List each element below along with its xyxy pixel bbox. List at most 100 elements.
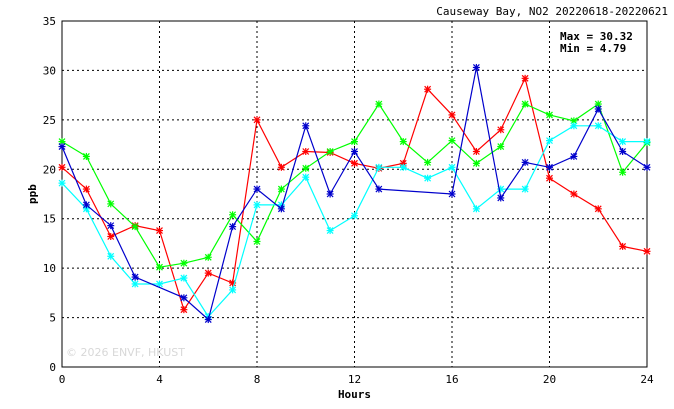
data-point bbox=[107, 252, 115, 260]
data-point bbox=[229, 286, 237, 294]
data-point bbox=[82, 185, 90, 193]
series-line bbox=[61, 67, 648, 321]
y-tick-label: 0 bbox=[49, 361, 56, 374]
data-point bbox=[546, 174, 553, 182]
data-point bbox=[326, 190, 334, 198]
series-group bbox=[58, 63, 651, 324]
data-point bbox=[521, 185, 529, 193]
data-point bbox=[497, 194, 505, 202]
data-point bbox=[570, 190, 578, 198]
data-point bbox=[277, 163, 285, 171]
x-tick-label: 4 bbox=[156, 373, 163, 386]
data-point bbox=[204, 316, 212, 324]
data-point bbox=[253, 185, 261, 193]
data-point bbox=[58, 179, 66, 187]
data-point bbox=[302, 147, 310, 155]
data-point bbox=[619, 168, 627, 176]
min-label: Min = 4.79 bbox=[560, 42, 626, 55]
data-point bbox=[82, 152, 90, 160]
data-point bbox=[302, 173, 310, 181]
watermark: © 2026 ENVF, HKUST bbox=[66, 346, 185, 359]
data-point bbox=[180, 259, 188, 267]
data-point bbox=[351, 138, 358, 146]
data-point bbox=[594, 105, 602, 113]
grid bbox=[62, 21, 647, 367]
max-label: Max = 30.32 bbox=[560, 30, 633, 43]
data-point bbox=[594, 205, 602, 213]
series-line bbox=[61, 76, 648, 312]
data-point bbox=[253, 237, 261, 245]
series-2 bbox=[58, 100, 651, 271]
y-tick-label: 15 bbox=[43, 213, 56, 226]
data-point bbox=[448, 111, 456, 119]
x-tick-label: 20 bbox=[543, 373, 556, 386]
series-4 bbox=[58, 63, 651, 324]
y-tick-label: 30 bbox=[43, 64, 56, 77]
data-point bbox=[302, 164, 310, 172]
data-point bbox=[619, 147, 627, 155]
data-point bbox=[619, 242, 627, 250]
data-point bbox=[472, 205, 480, 213]
data-point bbox=[448, 137, 456, 145]
data-point bbox=[643, 247, 651, 255]
data-point bbox=[399, 138, 407, 146]
data-point bbox=[375, 185, 383, 193]
y-axis-label: ppb bbox=[26, 184, 39, 204]
data-point bbox=[448, 163, 456, 171]
data-point bbox=[546, 111, 553, 119]
data-point bbox=[375, 100, 383, 108]
data-point bbox=[131, 223, 139, 231]
data-point bbox=[204, 269, 212, 277]
data-point bbox=[497, 126, 505, 134]
data-point bbox=[594, 122, 602, 130]
data-point bbox=[131, 280, 139, 288]
data-point bbox=[107, 233, 115, 241]
y-tick-label: 35 bbox=[43, 15, 56, 28]
data-point bbox=[58, 163, 66, 171]
data-point bbox=[131, 273, 139, 281]
data-point bbox=[351, 159, 358, 167]
data-point bbox=[424, 158, 432, 166]
x-axis-label: Hours bbox=[338, 388, 371, 401]
x-tick-label: 12 bbox=[348, 373, 361, 386]
data-point bbox=[643, 138, 651, 146]
y-tick-label: 20 bbox=[43, 163, 56, 176]
data-point bbox=[643, 163, 651, 171]
data-point bbox=[253, 201, 261, 209]
data-point bbox=[521, 74, 529, 82]
data-point bbox=[156, 227, 163, 235]
data-point bbox=[326, 227, 334, 235]
data-point bbox=[375, 163, 383, 171]
data-point bbox=[204, 253, 212, 261]
data-point bbox=[521, 158, 529, 166]
y-tick-label: 10 bbox=[43, 262, 56, 275]
data-point bbox=[497, 143, 505, 151]
x-tick-label: 0 bbox=[59, 373, 66, 386]
data-point bbox=[302, 122, 310, 130]
data-point bbox=[472, 159, 480, 167]
data-point bbox=[351, 212, 358, 220]
x-tick-label: 24 bbox=[640, 373, 654, 386]
data-point bbox=[472, 63, 480, 71]
data-point bbox=[570, 122, 578, 130]
data-point bbox=[424, 85, 432, 93]
data-point bbox=[277, 205, 285, 213]
data-point bbox=[58, 143, 66, 151]
data-point bbox=[180, 306, 188, 314]
data-point bbox=[82, 201, 90, 209]
data-point bbox=[448, 190, 456, 198]
data-point bbox=[351, 147, 358, 155]
data-point bbox=[570, 152, 578, 160]
data-point bbox=[253, 116, 261, 124]
data-point bbox=[229, 211, 237, 219]
data-point bbox=[156, 263, 163, 271]
data-point bbox=[180, 294, 188, 302]
x-tick-label: 16 bbox=[445, 373, 458, 386]
data-point bbox=[546, 163, 553, 171]
data-point bbox=[180, 274, 188, 282]
data-point bbox=[619, 138, 627, 146]
data-point bbox=[107, 200, 115, 208]
series-1 bbox=[58, 74, 651, 314]
x-tick-label: 8 bbox=[254, 373, 261, 386]
